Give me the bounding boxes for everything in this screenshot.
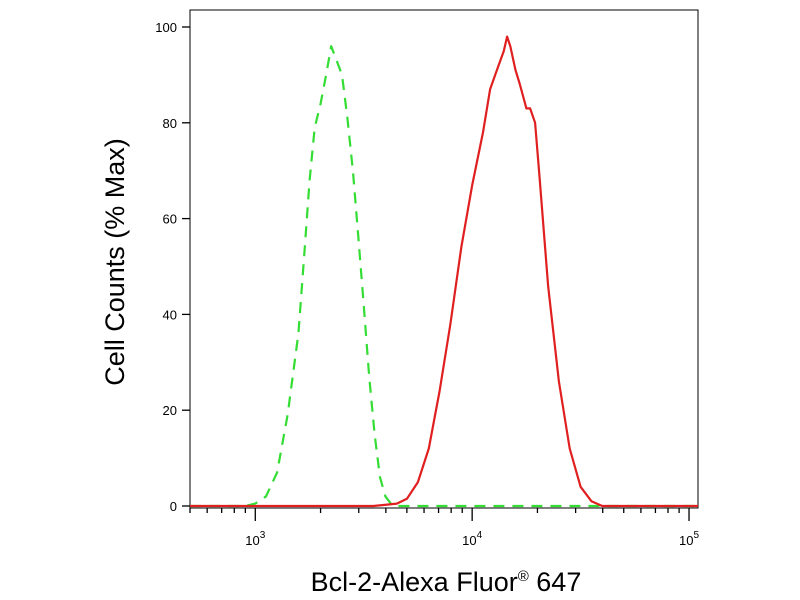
x-tick-label-base-2: 10 xyxy=(462,533,476,548)
plot-frame xyxy=(189,9,699,509)
y-tick-label-60: 60 xyxy=(163,212,177,227)
y-tick-label-0: 0 xyxy=(170,499,177,514)
x-tick-label-exp-3: 5 xyxy=(693,530,699,541)
x-axis-title-suffix: 647 xyxy=(529,567,582,597)
x-tick-label-exp-1: 3 xyxy=(260,530,266,541)
x-tick-label-2: 104 xyxy=(462,530,482,548)
x-axis-title-text: Bcl-2-Alexa Fluor xyxy=(311,567,518,597)
plot-frame-layer xyxy=(189,9,699,509)
x-tick-label-base-1: 10 xyxy=(245,533,259,548)
series-line-1 xyxy=(190,45,698,508)
x-axis-title: Bcl-2-Alexa Fluor® 647 xyxy=(311,567,582,597)
x-axis-title-mark: ® xyxy=(518,568,529,585)
series-line-2 xyxy=(190,35,698,508)
y-tick-label-40: 40 xyxy=(163,307,177,322)
x-tick-label-3: 105 xyxy=(679,530,699,548)
y-axis-title: Cell Counts (% Max) xyxy=(100,138,130,386)
x-tick-label-exp-2: 4 xyxy=(477,530,483,541)
y-tick-label-20: 20 xyxy=(163,403,177,418)
x-tick-label-base-3: 10 xyxy=(679,533,693,548)
y-tick-label-100: 100 xyxy=(155,20,177,35)
y-tick-label-80: 80 xyxy=(163,116,177,131)
series-layer xyxy=(190,35,698,508)
x-tick-label-1: 103 xyxy=(245,530,265,548)
